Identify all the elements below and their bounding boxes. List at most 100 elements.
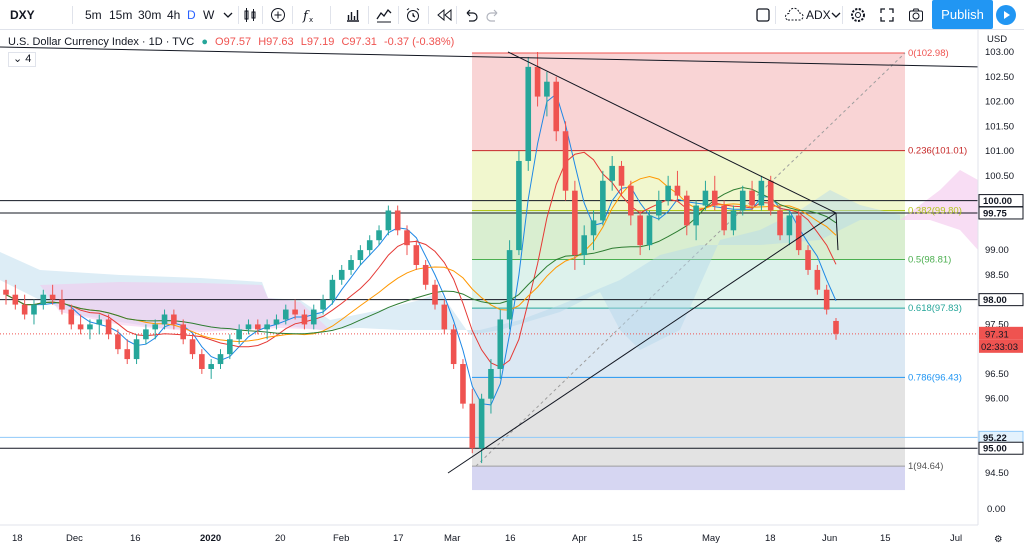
candle-body (609, 165, 615, 181)
price-chart[interactable]: 0(102.98) 0.236(101.01) 0.382(99.80) 0.5(98… (0, 30, 1024, 549)
candle-body (683, 195, 690, 226)
candle-body (730, 210, 737, 231)
candle-body (506, 250, 513, 320)
time-tick-label: 16 (505, 533, 516, 544)
interval-4h[interactable]: 4h (167, 8, 181, 22)
candle-body (96, 319, 103, 325)
candle-body (553, 81, 560, 132)
fullscreen-icon[interactable] (879, 7, 895, 23)
square-icon[interactable] (755, 7, 771, 23)
candle-body (338, 269, 345, 280)
undo-icon[interactable] (463, 7, 479, 23)
candle-body (814, 269, 821, 290)
candle-body (693, 205, 699, 226)
publish-button[interactable]: Publish (932, 0, 993, 29)
candle-body (805, 250, 811, 270)
close-value: C97.31 (341, 36, 377, 48)
candle-body (357, 250, 364, 261)
rewind-icon[interactable] (436, 7, 452, 23)
chevron-down-icon[interactable] (220, 7, 236, 23)
candle-body (77, 324, 84, 330)
fib-labels: 0(102.98) 0.236(101.01) 0.382(99.80) 0.5(98… (908, 48, 967, 472)
cloud-future (900, 170, 978, 250)
candle-body (171, 314, 177, 325)
candle-body (133, 339, 140, 360)
candle-body (143, 329, 149, 340)
price-tick-label: 99.00 (985, 245, 1009, 256)
toolbar-divider (456, 6, 457, 24)
candle-body (450, 329, 457, 365)
interval-5m[interactable]: 5m (85, 8, 102, 22)
redo-icon[interactable] (485, 7, 501, 23)
candle-body (152, 324, 159, 330)
axis-currency-label: USD (987, 34, 1007, 45)
interval-15m[interactable]: 15m (109, 8, 133, 22)
candle-body (786, 215, 793, 236)
price-tick-label: 97.50 (985, 319, 1009, 330)
candle-body (366, 240, 373, 251)
toolbar-divider (238, 6, 239, 24)
candle-body (767, 180, 774, 211)
price-level-badge-label: 99.75 (983, 208, 1007, 219)
candle-body (180, 324, 186, 340)
cloud-icon[interactable] (783, 7, 805, 23)
candle-body (189, 339, 196, 355)
indicator-toggle[interactable]: ⌄ 4 (8, 52, 37, 67)
candle-body (637, 215, 643, 246)
candle-body (600, 180, 606, 221)
candle-body (208, 364, 214, 369)
candle-body (115, 334, 121, 350)
gear-icon[interactable] (850, 7, 866, 23)
candle-body (273, 319, 280, 325)
alert-icon[interactable] (405, 7, 421, 23)
candle-body (795, 215, 802, 251)
candle-body (777, 210, 783, 236)
candle-body (665, 185, 671, 201)
add-circle-icon[interactable] (270, 7, 286, 23)
candles-icon[interactable] (242, 7, 258, 23)
svg-text:f: f (302, 9, 310, 23)
svg-text:x: x (309, 16, 313, 23)
candle-body (245, 324, 252, 330)
countdown-label: 02:33:03 (981, 342, 1018, 353)
candle-body (460, 364, 466, 404)
interval-1d[interactable]: D (187, 8, 196, 22)
indicator-template-button[interactable]: ADX (806, 8, 831, 22)
chart-canvas[interactable]: 0(102.98) 0.236(101.01) 0.382(99.80) 0.5(98… (0, 30, 1024, 549)
chevron-down-icon[interactable] (828, 7, 844, 23)
candle-body (656, 200, 662, 216)
price-level-badge-label: 98.00 (983, 295, 1007, 306)
candle-body (59, 299, 65, 310)
candle-body (497, 319, 504, 369)
countdown-badge (979, 339, 1023, 353)
trendlines[interactable] (0, 46, 979, 474)
time-axis[interactable]: 18 Dec 16 2020 20 Feb 17 Mar 16 Apr 15 May 18 Jun 15 Ju… (0, 524, 1024, 549)
candle-body (394, 210, 401, 231)
time-tick-label: May (702, 533, 720, 544)
fib-level-label: 0(102.98) (908, 48, 949, 59)
price-axis-bg (978, 30, 1024, 549)
interval-1w[interactable]: W (203, 8, 215, 22)
candle-body (516, 160, 522, 251)
toolbar-divider (398, 6, 399, 24)
candle-body (646, 215, 653, 246)
price-axis[interactable]: USD 103.00 102.50 102.00 101.50 101.00 100.50 9… (977, 30, 1024, 549)
candle-body (702, 190, 709, 206)
indicator-icon[interactable] (376, 7, 392, 23)
bar-chart-icon[interactable] (345, 7, 361, 23)
symbol-search[interactable]: DXY (10, 8, 35, 22)
moving-average-line (5, 93, 837, 406)
toolbar-divider (368, 6, 369, 24)
time-tick-label: Apr (572, 533, 587, 544)
toolbar-divider (292, 6, 293, 24)
symbol-title[interactable]: U.S. Dollar Currency Index · 1D · TVC (8, 36, 195, 48)
triangle-apex-line (835, 212, 839, 251)
play-circle-icon[interactable] (996, 5, 1016, 25)
candle-body (572, 190, 578, 256)
candle-body (618, 165, 625, 186)
camera-icon[interactable] (908, 7, 924, 23)
price-level-badge-label: 100.00 (983, 196, 1012, 207)
interval-30m[interactable]: 30m (138, 8, 162, 22)
